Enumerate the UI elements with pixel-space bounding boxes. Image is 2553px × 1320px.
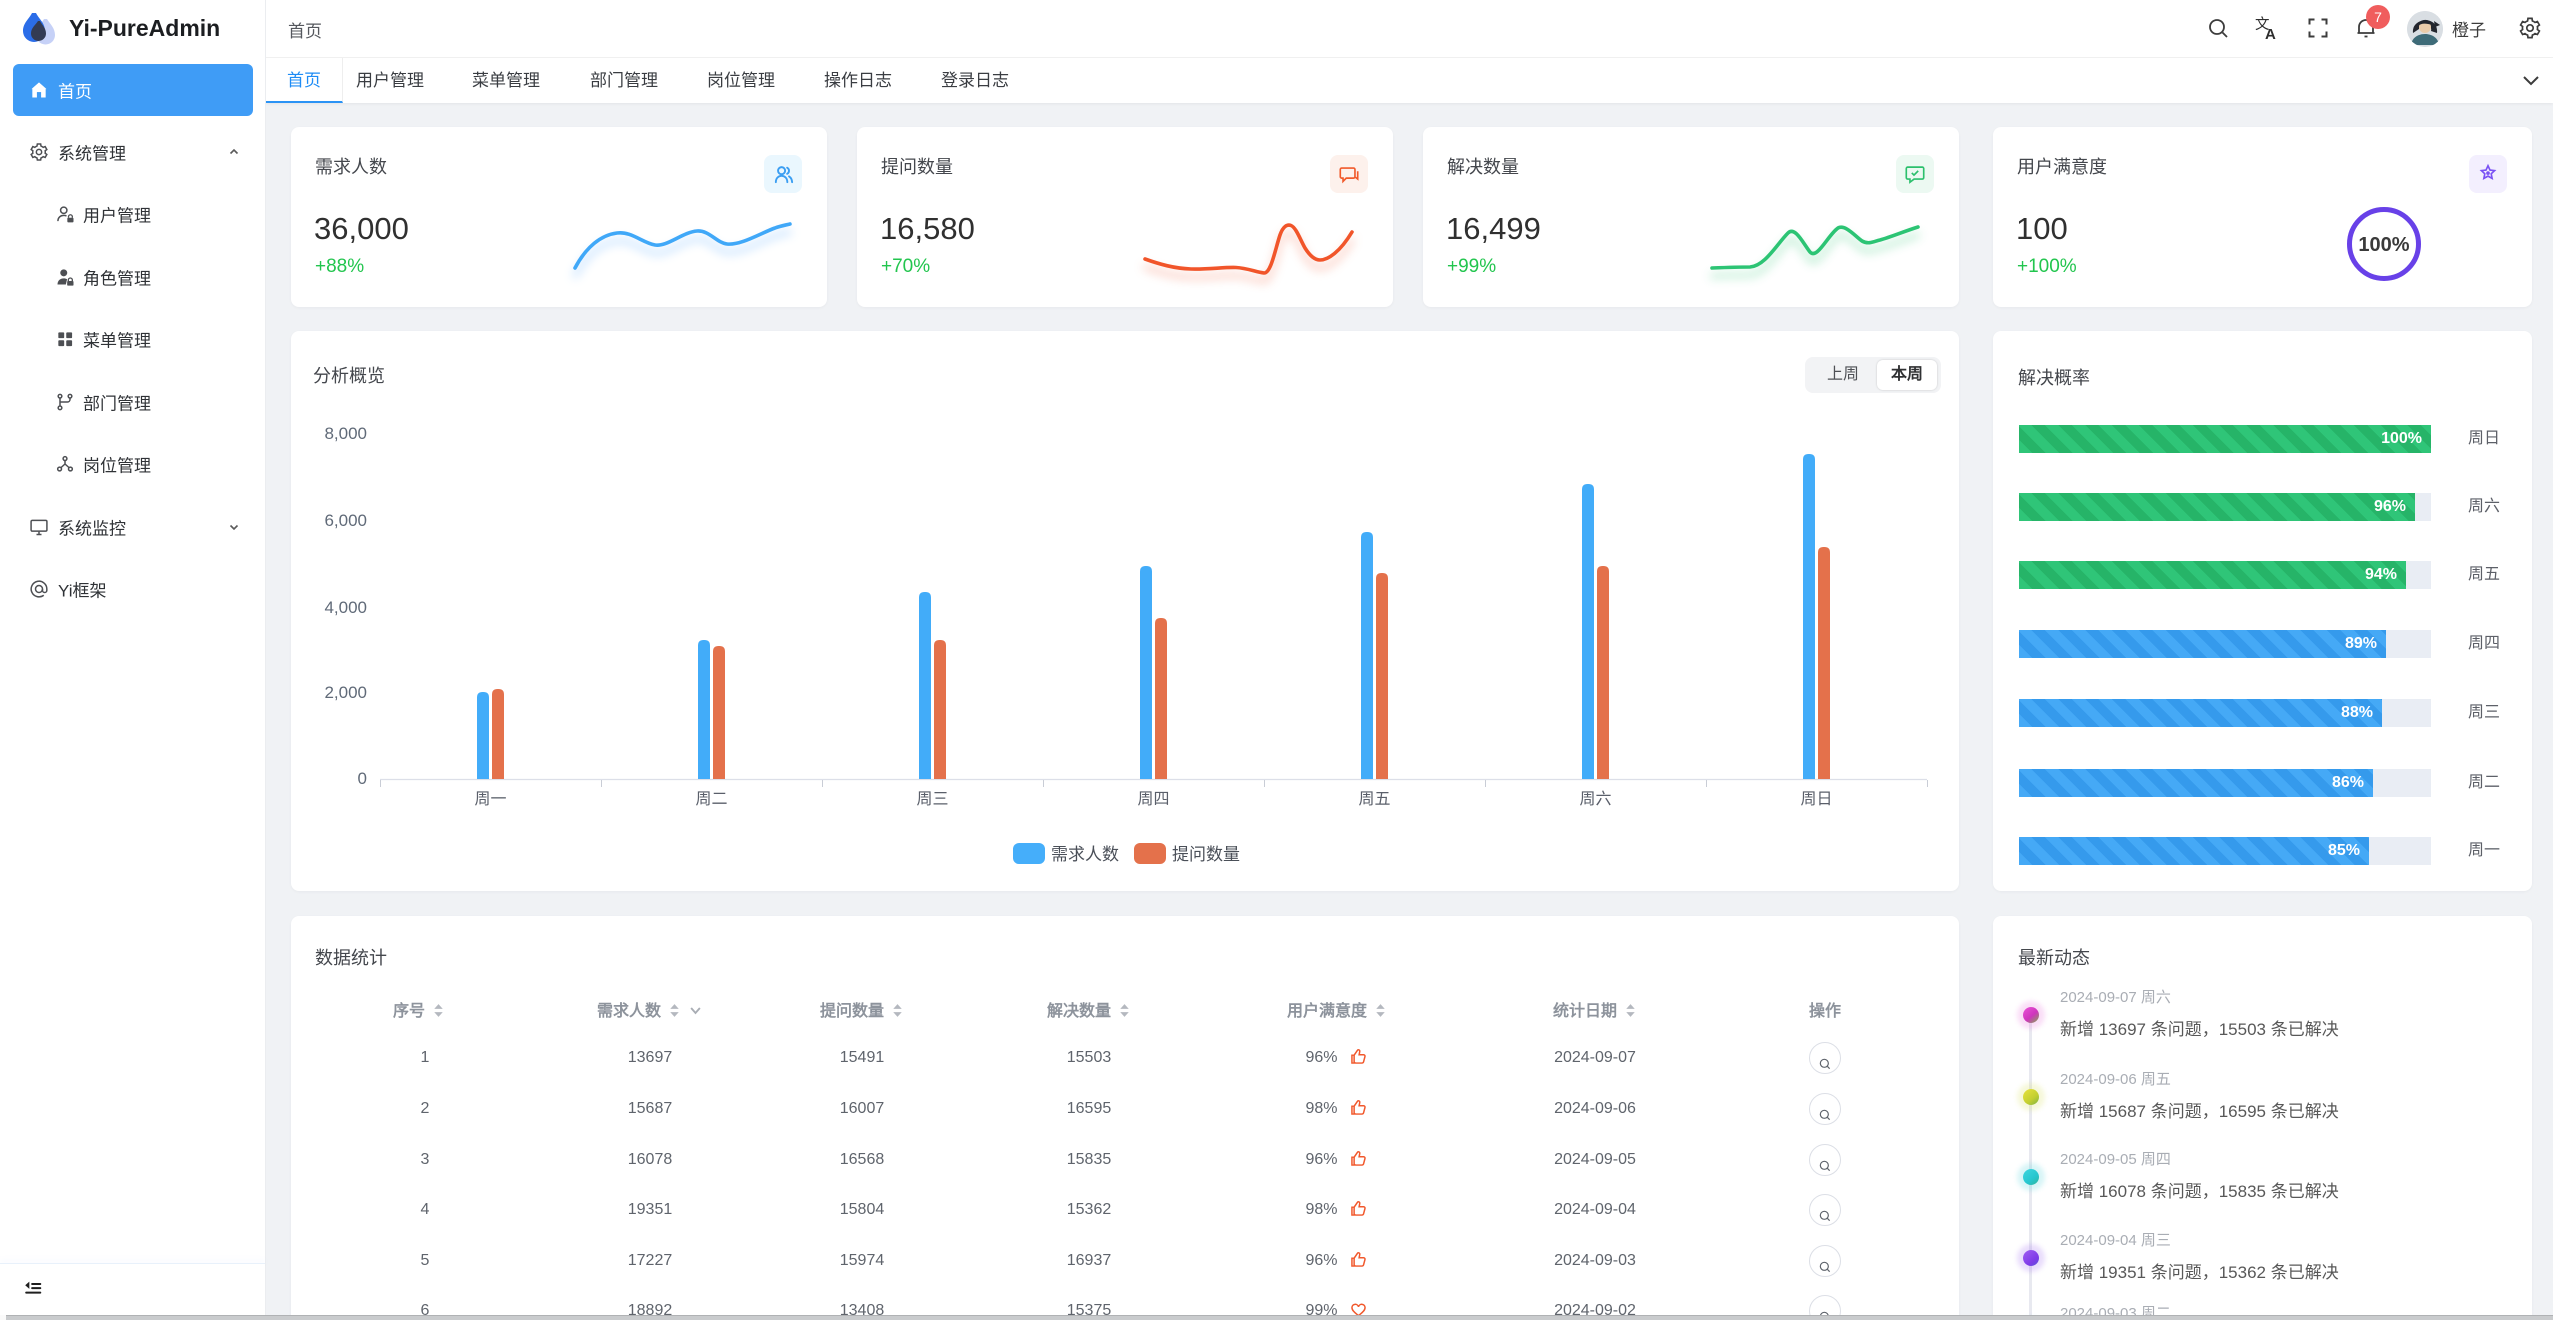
svg-text:周三: 周三 bbox=[916, 791, 948, 808]
svg-text:4,000: 4,000 bbox=[324, 598, 367, 617]
svg-text:0: 0 bbox=[358, 769, 367, 788]
svg-text:文: 文 bbox=[2255, 16, 2270, 33]
svg-text:周五: 周五 bbox=[1358, 791, 1390, 808]
svg-text:6,000: 6,000 bbox=[324, 511, 367, 530]
svg-text:提问数量: 提问数量 bbox=[1172, 845, 1240, 864]
svg-text:需求人数: 需求人数 bbox=[1051, 845, 1119, 864]
svg-text:100%: 100% bbox=[2358, 234, 2409, 256]
svg-text:周一: 周一 bbox=[474, 791, 506, 808]
svg-text:周二: 周二 bbox=[695, 791, 727, 808]
svg-text:8,000: 8,000 bbox=[324, 424, 367, 443]
svg-text:周日: 周日 bbox=[1800, 791, 1832, 808]
svg-text:A: A bbox=[2265, 26, 2276, 40]
svg-text:2,000: 2,000 bbox=[324, 683, 367, 702]
svg-text:周四: 周四 bbox=[1137, 791, 1169, 808]
svg-text:周六: 周六 bbox=[1579, 790, 1611, 808]
